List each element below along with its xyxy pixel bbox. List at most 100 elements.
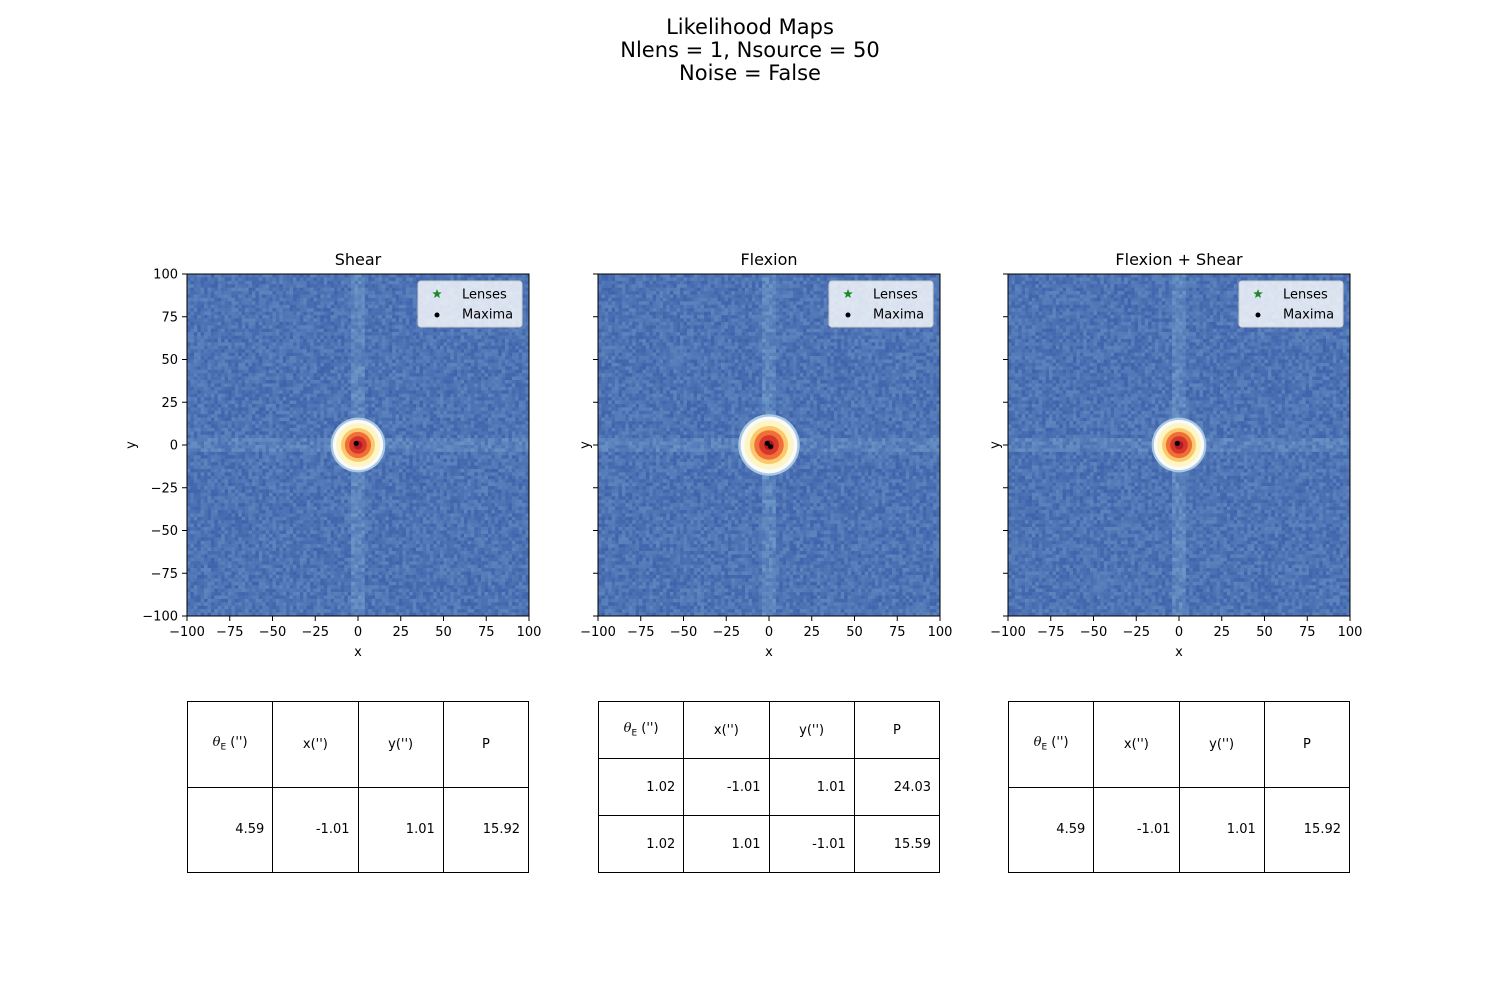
table-header-cell: P [1263,701,1351,788]
table-cell: -1.01 [272,786,359,873]
table-cell: 15.92 [1263,786,1351,873]
x-tick-label: −25 [713,625,740,640]
table-header-cell: P [853,701,941,759]
x-tick-label: 0 [354,625,362,640]
legend-entry-lenses: Lenses [1283,288,1328,303]
table-cell: 4.59 [186,786,274,873]
y-axis-label: y [578,441,593,449]
legend: Lenses Maxima [828,280,934,328]
legend-entry-maxima: Maxima [873,308,924,323]
heatmap-cells [187,274,529,616]
x-tick-label: 25 [1213,625,1230,640]
x-axis-label: x [354,645,362,660]
legend-maxima-marker [434,312,440,318]
x-tick-label: −50 [1080,625,1107,640]
y-tick-label: −50 [151,524,178,539]
heatmap-panel-1: −100 −75 −50 −25 0 25 50 75 100 x y Lenses Maxima [578,273,953,660]
table-cell: 4.59 [1007,786,1095,873]
x-tick-label: 75 [478,625,495,640]
x-tick-label: 50 [1256,625,1273,640]
x-tick-label: −100 [169,625,205,640]
legend-entry-maxima: Maxima [462,308,513,323]
table-cell: 1.01 [1178,786,1265,873]
x-tick-label: 100 [517,625,542,640]
x-tick-label: 50 [435,625,452,640]
legend-entry-lenses: Lenses [873,288,918,303]
panel-title-flexion-shear: Flexion + Shear [1008,250,1350,269]
x-tick-label: 0 [1175,625,1183,640]
x-tick-label: −50 [670,625,697,640]
table-cell: -1.01 [683,758,770,816]
y-axis-label: y [124,441,139,449]
x-tick-label: −25 [302,625,329,640]
figure-title-line-2: Nlens = 1, Nsource = 50 [0,39,1500,62]
legend: Lenses Maxima [417,280,523,328]
y-tick-label: 100 [153,268,178,283]
x-tick-label: −75 [627,625,654,640]
results-table-0: θE ('') x('') y('') P 4.59 -1.01 1.01 15.92 [186,701,530,873]
x-tick-label: 25 [392,625,409,640]
legend-maxima-marker [845,312,851,318]
y-tick-label: 0 [170,439,178,454]
y-axis-label: y [988,441,1003,449]
legend-lens-marker [843,289,853,299]
maxima-marker [768,444,774,450]
y-tick-label: 25 [161,396,178,411]
table-cell: 15.59 [853,815,941,873]
figure-title-line-1: Likelihood Maps [0,16,1500,39]
table-header-cell: y('') [768,701,855,759]
y-tick-label: −25 [151,481,178,496]
table-header-cell: x('') [1093,701,1180,788]
table-header-cell: P [442,701,530,788]
panel-title-flexion: Flexion [598,250,940,269]
legend-entry-lenses: Lenses [462,288,507,303]
x-tick-label: −100 [580,625,616,640]
y-tick-label: 50 [161,353,178,368]
panel-title-shear: Shear [187,250,529,269]
x-tick-label: 75 [1299,625,1316,640]
table-cell: 15.92 [442,786,530,873]
legend-maxima-marker [1255,312,1261,318]
x-tick-label: −25 [1123,625,1150,640]
table-cell: -1.01 [768,815,855,873]
x-tick-label: 25 [803,625,820,640]
table-row: 1.02 1.01 -1.01 15.59 [597,815,941,873]
heatmap-panel-2: −100 −75 −50 −25 0 25 50 75 100 x y Lenses Maxima [988,273,1362,660]
table-cell: 1.02 [597,758,685,816]
table-header-cell: θE ('') [186,701,274,788]
x-tick-label: 75 [889,625,906,640]
table-cell: 24.03 [853,758,941,816]
x-tick-label: −75 [1037,625,1064,640]
legend-lens-marker [432,289,442,299]
legend: Lenses Maxima [1238,280,1344,328]
table-cell: 1.01 [768,758,855,816]
table-header-cell: x('') [272,701,359,788]
maxima-marker [1174,440,1180,446]
legend-entry-maxima: Maxima [1283,308,1334,323]
heatmap-cells [1008,274,1350,616]
x-tick-label: 0 [765,625,773,640]
table-cell: 1.01 [357,786,444,873]
table-header-cell: y('') [357,701,444,788]
legend-lens-marker [1253,289,1263,299]
table-header-cell: x('') [683,701,770,759]
table-cell: 1.02 [597,815,685,873]
x-axis-label: x [765,645,773,660]
table-header-cell: θE ('') [1007,701,1095,788]
table-row: 4.59 -1.01 1.01 15.92 [1007,786,1351,873]
maxima-marker [353,440,359,446]
results-table-2: θE ('') x('') y('') P 4.59 -1.01 1.01 15.92 [1007,701,1351,873]
table-header-cell: θE ('') [597,701,685,759]
maxima-marker [764,440,770,446]
x-tick-label: −100 [990,625,1026,640]
x-tick-label: 100 [928,625,953,640]
y-tick-label: −100 [142,610,178,625]
x-tick-label: −50 [259,625,286,640]
figure-title-line-3: Noise = False [0,62,1500,85]
table-cell: -1.01 [1093,786,1180,873]
x-axis-label: x [1175,645,1183,660]
y-tick-label: 75 [161,310,178,325]
heatmap-panel-0: −100 −75 −50 −25 0 25 50 75 100 −100 −75 −50 −25 0 25 5… [124,268,541,661]
table-header-cell: y('') [1178,701,1265,788]
